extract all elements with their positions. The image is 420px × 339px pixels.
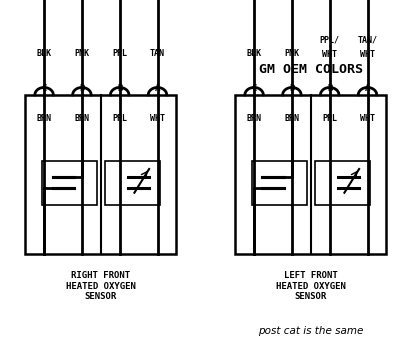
Text: PPL: PPL	[112, 114, 127, 123]
Text: PPL: PPL	[112, 48, 127, 58]
Text: A: A	[365, 84, 370, 93]
Text: B: B	[327, 84, 332, 93]
Text: C: C	[42, 84, 47, 93]
Text: TAN/: TAN/	[357, 35, 378, 44]
Text: WHT: WHT	[360, 114, 375, 123]
Text: RIGHT FRONT
HEATED OXYGEN
SENSOR: RIGHT FRONT HEATED OXYGEN SENSOR	[66, 271, 136, 301]
Text: C: C	[252, 84, 257, 93]
Text: WHT: WHT	[150, 114, 165, 123]
Text: PNK: PNK	[284, 48, 299, 58]
Text: PPL/: PPL/	[320, 35, 340, 44]
Text: BRN: BRN	[37, 114, 52, 123]
Text: B: B	[117, 84, 122, 93]
Bar	[42, 161, 97, 204]
Text: BLK: BLK	[247, 48, 262, 58]
Bar	[252, 161, 307, 204]
Text: BLK: BLK	[37, 48, 52, 58]
Bar	[235, 95, 386, 254]
Text: LEFT FRONT
HEATED OXYGEN
SENSOR: LEFT FRONT HEATED OXYGEN SENSOR	[276, 271, 346, 301]
Text: WHT: WHT	[360, 50, 375, 59]
Bar	[105, 161, 160, 204]
Text: TAN: TAN	[150, 48, 165, 58]
Bar	[315, 161, 370, 204]
Text: A: A	[155, 84, 160, 93]
Text: D: D	[289, 84, 294, 93]
Text: GM OEM COLORS: GM OEM COLORS	[259, 63, 363, 76]
Text: WHT: WHT	[322, 50, 337, 59]
Text: post cat is the same: post cat is the same	[258, 326, 363, 336]
Text: PPL: PPL	[322, 114, 337, 123]
Text: D: D	[79, 84, 84, 93]
Text: BRN: BRN	[74, 114, 89, 123]
Text: PNK: PNK	[74, 48, 89, 58]
Bar	[25, 95, 176, 254]
Text: BRN: BRN	[247, 114, 262, 123]
Text: BRN: BRN	[284, 114, 299, 123]
